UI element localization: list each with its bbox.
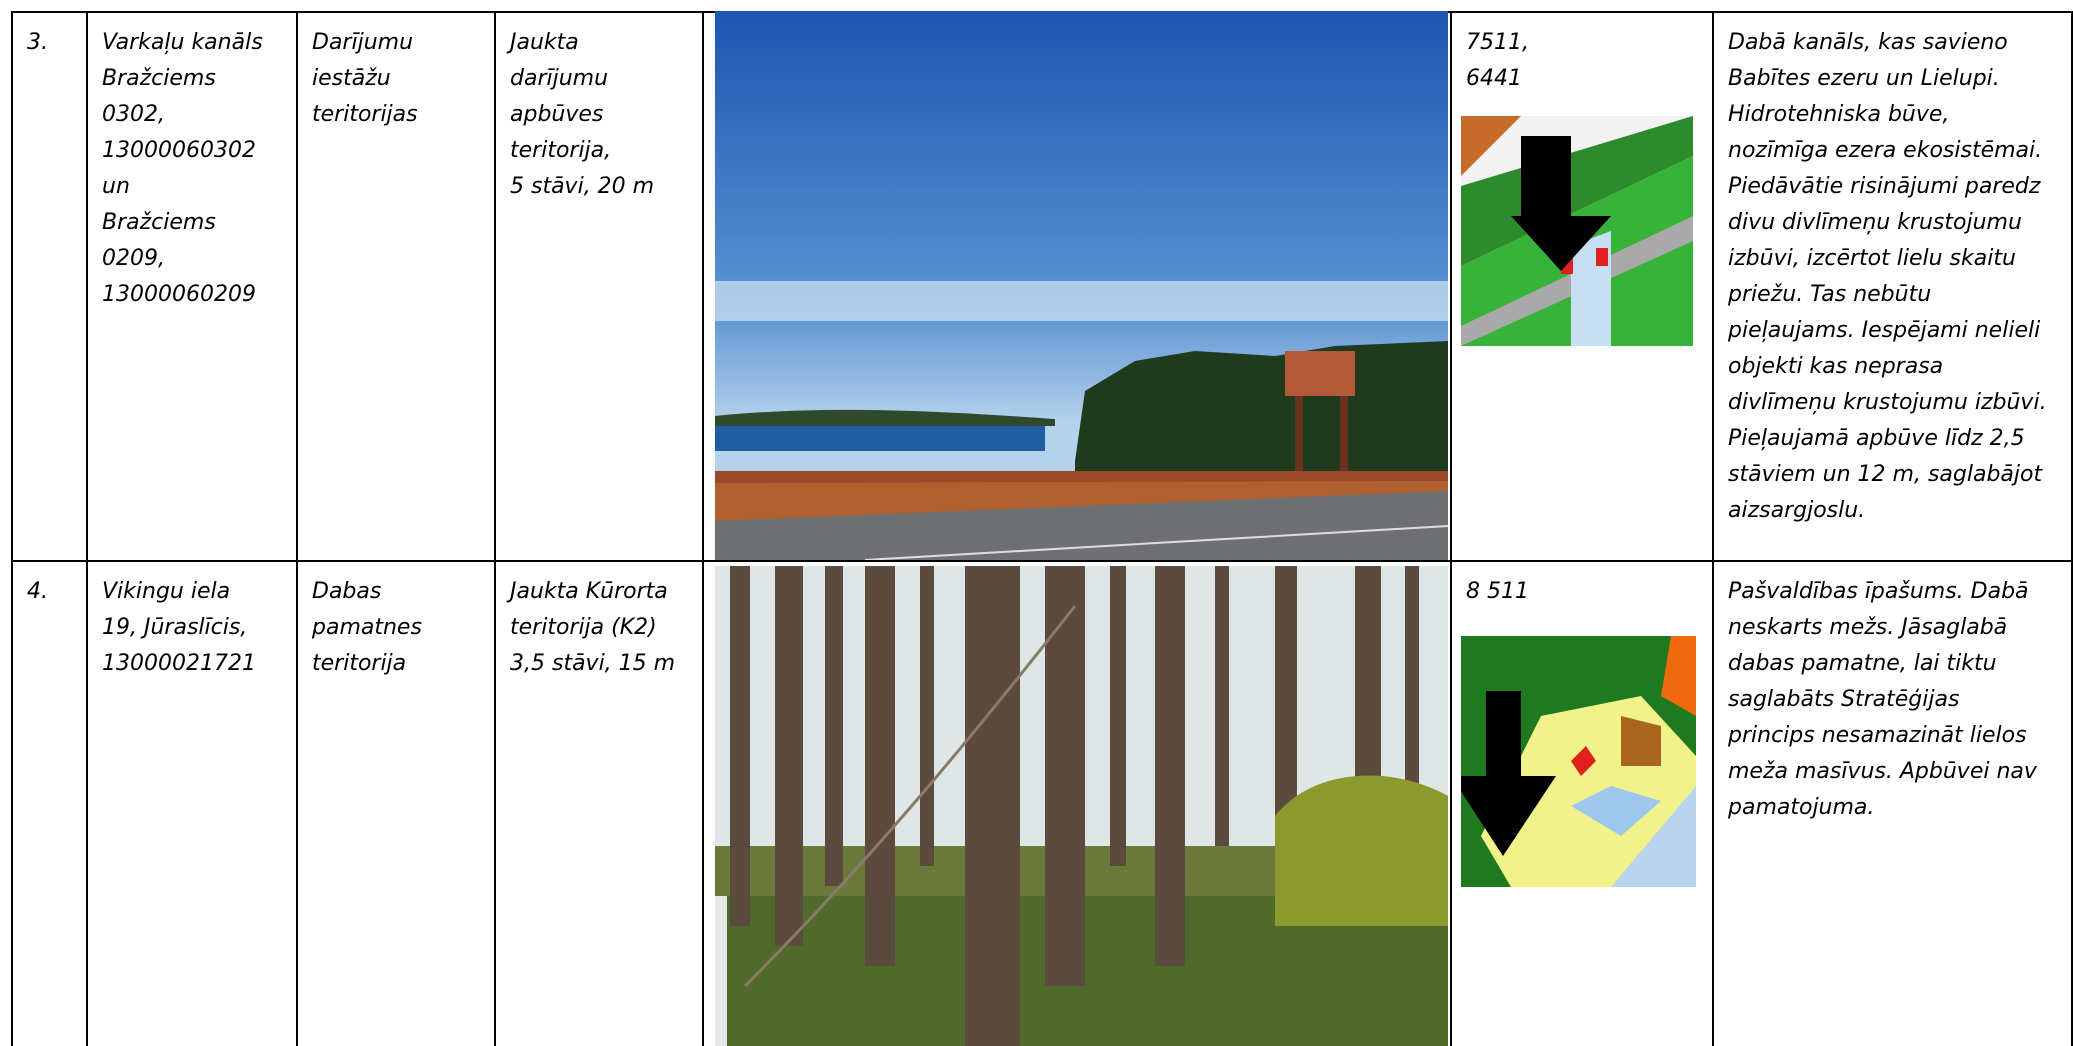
photo-canal xyxy=(715,11,1448,560)
location: 13000021721 xyxy=(102,651,256,676)
photo-forest xyxy=(715,566,1448,1046)
current-zone: iestāžu xyxy=(312,66,391,91)
proposed-zone: apbūves xyxy=(510,102,604,127)
comment: divlīmeņu krustojumu izbūvi. xyxy=(1728,390,2047,415)
comment: izbūvi, izcērtot lielu skaitu xyxy=(1728,246,2016,271)
location: Bražciems xyxy=(102,210,216,235)
location: 19, Jūraslīcis, xyxy=(102,615,248,640)
comment: aizsargjoslu. xyxy=(1728,498,1866,523)
location-cell: Vikingu iela 19, Jūraslīcis, 13000021721 xyxy=(86,560,296,1046)
comment: pieļaujams. Iespējami nelieli xyxy=(1728,318,2041,343)
comment: pamatojuma. xyxy=(1728,795,1875,820)
row-number: 3. xyxy=(27,30,48,55)
row-number: 4. xyxy=(27,579,48,604)
comment: dabas pamatne, lai tiktu xyxy=(1728,651,1997,676)
proposed-zone: 3,5 stāvi, 15 m xyxy=(510,651,676,676)
proposed-zone: Jaukta xyxy=(510,30,579,55)
comment-cell: Dabā kanāls, kas savieno Babītes ezeru un… xyxy=(1712,11,2073,560)
comment: Piedāvātie risinājumi paredz xyxy=(1728,174,2041,199)
row-number-cell: 4. xyxy=(11,560,86,1046)
area: 6441 xyxy=(1466,66,1522,91)
comment: meža masīvus. Apbūvei nav xyxy=(1728,759,2037,784)
current-zone: teritorijas xyxy=(312,102,418,127)
location: 0302, xyxy=(102,102,165,127)
location: Varkaļu kanāls xyxy=(102,30,263,55)
current-zone: Dabas xyxy=(312,579,382,604)
location: un xyxy=(102,174,130,199)
map-canal xyxy=(1461,116,1693,346)
proposed-zone: teritorija (K2) xyxy=(510,615,657,640)
proposed-zone: 5 stāvi, 20 m xyxy=(510,174,655,199)
comment: nozīmīga ezera ekosistēmai. xyxy=(1728,138,2043,163)
current-zone: Darījumu xyxy=(312,30,414,55)
area: 7511, xyxy=(1466,30,1529,55)
location-cell: Varkaļu kanāls Bražciems 0302, 13000060302 u… xyxy=(86,11,296,560)
proposed-zone: Jaukta Kūrorta xyxy=(510,579,668,604)
location: 13000060302 xyxy=(102,138,256,163)
comment: objekti kas neprasa xyxy=(1728,354,1944,379)
comment: Hidrotehniska būve, xyxy=(1728,102,1950,127)
location: Bražciems xyxy=(102,66,216,91)
row-number-cell: 3. xyxy=(11,11,86,560)
proposed-zone-cell: Jaukta Kūrorta teritorija (K2) 3,5 stāvi, … xyxy=(494,560,702,1046)
location: 13000060209 xyxy=(102,282,256,307)
comment: princips nesamazināt lielos xyxy=(1728,723,2027,748)
comment: saglabāts Stratēģijas xyxy=(1728,687,1960,712)
proposed-zone-cell: Jaukta darījumu apbūves teritorija, 5 stāvi,… xyxy=(494,11,702,560)
current-zone-cell: Dabas pamatnes teritorija xyxy=(296,560,494,1046)
comment: stāviem un 12 m, saglabājot xyxy=(1728,462,2043,487)
map-vikingu xyxy=(1461,636,1696,887)
comment: Dabā kanāls, kas savieno xyxy=(1728,30,2008,55)
current-zone-cell: Darījumu iestāžu teritorijas xyxy=(296,11,494,560)
comment: divu divlīmeņu krustojumu xyxy=(1728,210,2022,235)
comment-cell: Pašvaldības īpašums. Dabā neskarts mežs. … xyxy=(1712,560,2073,1046)
area-cell: 7511, 6441 xyxy=(1450,11,1712,560)
location: Vikingu iela xyxy=(102,579,231,604)
photo-cell xyxy=(702,560,1450,1046)
comment: neskarts mežs. Jāsaglabā xyxy=(1728,615,2008,640)
comment: Pašvaldības īpašums. Dabā xyxy=(1728,579,2029,604)
current-zone: teritorija xyxy=(312,651,407,676)
current-zone: pamatnes xyxy=(312,615,422,640)
area: 8 511 xyxy=(1466,579,1529,604)
location: 0209, xyxy=(102,246,165,271)
proposed-zone: teritorija, xyxy=(510,138,612,163)
table-border xyxy=(2071,11,2073,1046)
comment: Babītes ezeru un Lielupi. xyxy=(1728,66,2000,91)
proposed-zone: darījumu xyxy=(510,66,609,91)
comment: Pieļaujamā apbūve līdz 2,5 xyxy=(1728,426,2025,451)
area-cell: 8 511 xyxy=(1450,560,1712,1046)
comment: priežu. Tas nebūtu xyxy=(1728,282,1932,307)
